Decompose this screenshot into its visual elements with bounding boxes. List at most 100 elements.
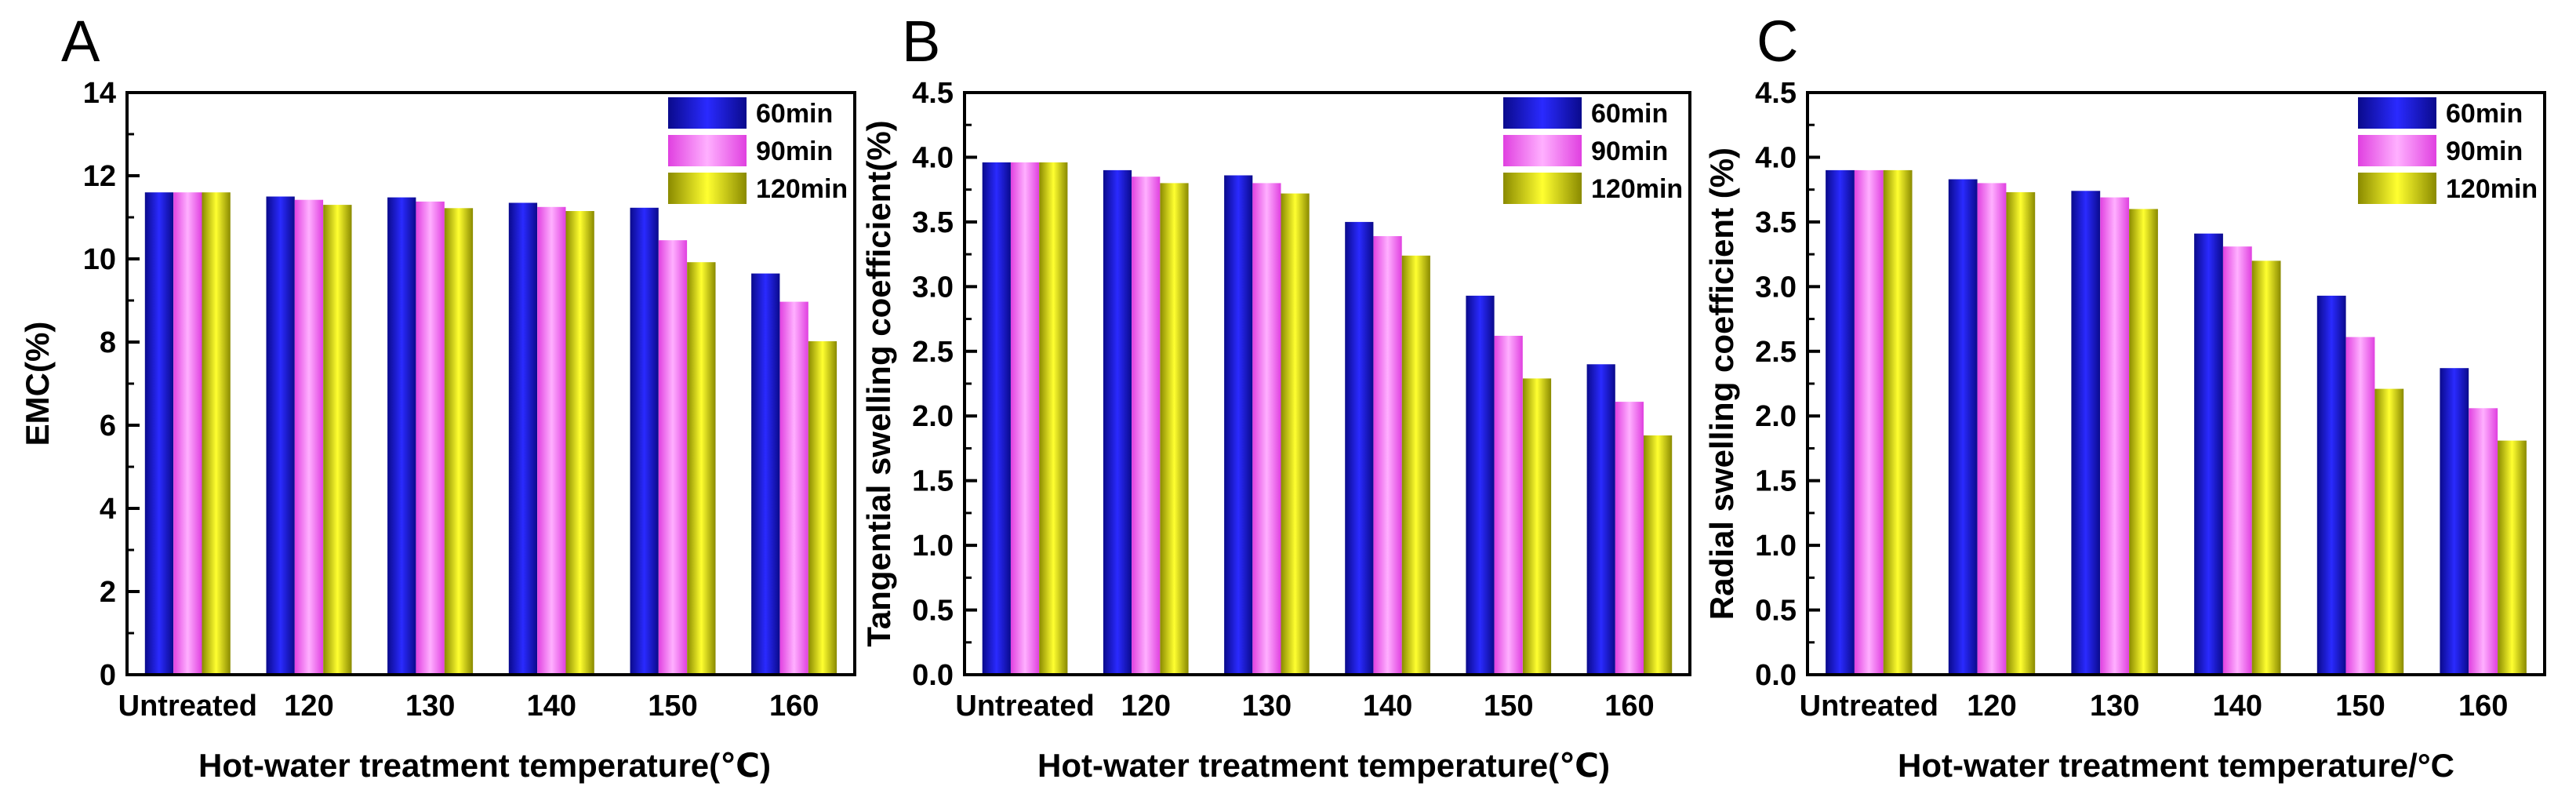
bar-120min-150 bbox=[687, 262, 716, 675]
y-tick-label: 2.0 bbox=[912, 400, 954, 433]
bar-60min-130 bbox=[387, 197, 416, 675]
legend-label-60min: 60min bbox=[1591, 99, 1668, 129]
legend-swatch-90min bbox=[1503, 135, 1582, 166]
legend-swatch-60min bbox=[2358, 97, 2436, 129]
bar-90min-untreated bbox=[1011, 162, 1040, 675]
legend-label-60min: 60min bbox=[756, 99, 833, 129]
legend-swatch-120min bbox=[2358, 173, 2436, 204]
bar-120min-130 bbox=[1281, 193, 1310, 675]
bar-120min-140 bbox=[2251, 260, 2281, 675]
y-tick-label: 8 bbox=[100, 326, 116, 359]
bar-60min-120 bbox=[1948, 179, 1978, 675]
y-tick-label: 12 bbox=[83, 160, 116, 193]
bar-60min-120 bbox=[266, 196, 295, 675]
legend-swatch-120min bbox=[668, 173, 747, 204]
bar-120min-160 bbox=[808, 340, 837, 675]
x-tick-label: 120 bbox=[1121, 690, 1171, 723]
bar-60min-140 bbox=[1345, 221, 1374, 675]
bar-90min-160 bbox=[779, 301, 808, 675]
x-axis-title: Hot-water treatment temperature(℃) bbox=[1037, 747, 1610, 784]
bar-60min-160 bbox=[2440, 368, 2469, 675]
y-tick-label: 0 bbox=[100, 659, 116, 692]
x-tick-label: Untreated bbox=[118, 690, 257, 723]
x-tick-label: 130 bbox=[1242, 690, 1292, 723]
y-tick-label: 1.5 bbox=[1755, 465, 1797, 498]
y-axis-title: Radial swelling coefficient (%) bbox=[1703, 147, 1740, 620]
y-tick-label: 3.5 bbox=[1755, 206, 1797, 239]
bar-60min-untreated bbox=[982, 162, 1011, 675]
x-tick-label: Untreated bbox=[1800, 690, 1938, 723]
bar-90min-130 bbox=[416, 201, 445, 675]
legend-label-60min: 60min bbox=[2446, 99, 2523, 129]
legend-label-120min: 120min bbox=[2446, 174, 2538, 204]
bar-90min-140 bbox=[2222, 246, 2252, 675]
y-tick-label: 2.5 bbox=[1755, 336, 1797, 369]
y-tick-label: 4.0 bbox=[912, 141, 954, 174]
bar-120min-untreated bbox=[1883, 169, 1913, 675]
bar-60min-160 bbox=[1586, 364, 1615, 675]
bar-90min-140 bbox=[1373, 236, 1402, 675]
chart-panel-c: C 0.0 0.5 1.0 1.5 2.0 2.5 3.0 3.5 4.0 4.5 Untreated… bbox=[1703, 9, 2546, 784]
legend-swatch-90min bbox=[2358, 135, 2436, 166]
legend-swatch-60min bbox=[1503, 97, 1582, 129]
x-tick-label: 160 bbox=[1604, 690, 1654, 723]
bar-60min-140 bbox=[2194, 233, 2223, 675]
bar-120min-140 bbox=[565, 211, 594, 675]
legend-swatch-90min bbox=[668, 135, 747, 166]
panel-letter: B bbox=[902, 9, 940, 74]
chart-panel-b: B 0.0 0.5 1.0 1.5 2.0 2.5 3.0 3.5 4.0 4.5 Untreated… bbox=[860, 9, 1691, 784]
y-tick-label: 6 bbox=[100, 410, 116, 442]
y-tick-label: 2.0 bbox=[1755, 400, 1797, 433]
x-tick-label: 150 bbox=[1484, 690, 1533, 723]
bar-120min-untreated bbox=[1039, 162, 1068, 675]
bar-60min-untreated bbox=[144, 192, 174, 675]
bar-120min-120 bbox=[323, 205, 352, 675]
bar-90min-120 bbox=[1132, 177, 1161, 675]
y-tick-label: 0.5 bbox=[912, 595, 954, 628]
y-axis-title: EMC(%) bbox=[19, 322, 56, 446]
bar-90min-160 bbox=[1615, 402, 1644, 675]
panel-letter: A bbox=[61, 9, 100, 74]
x-tick-label: 140 bbox=[1363, 690, 1412, 723]
y-tick-label: 0.0 bbox=[1755, 659, 1797, 692]
y-tick-label: 4.5 bbox=[1755, 77, 1797, 110]
bar-90min-150 bbox=[1494, 336, 1523, 675]
bar-90min-150 bbox=[2345, 337, 2375, 675]
x-tick-label: 160 bbox=[769, 690, 819, 723]
bar-120min-120 bbox=[2006, 192, 2036, 675]
bar-90min-160 bbox=[2469, 408, 2498, 675]
bar-60min-160 bbox=[751, 273, 780, 675]
bar-90min-120 bbox=[1977, 183, 2007, 675]
x-axis-title: Hot-water treatment temperature(℃) bbox=[198, 747, 771, 784]
x-tick-label: 130 bbox=[2090, 690, 2139, 723]
legend-label-120min: 120min bbox=[756, 174, 848, 204]
y-axis-title: Tangential swelling coefficient(%) bbox=[860, 120, 897, 646]
y-tick-label: 14 bbox=[83, 77, 116, 110]
legend-swatch-60min bbox=[668, 97, 747, 129]
bar-60min-150 bbox=[630, 207, 659, 675]
bar-120min-150 bbox=[2374, 388, 2404, 675]
y-tick-label: 3.0 bbox=[912, 271, 954, 304]
bar-120min-160 bbox=[1644, 435, 1673, 675]
bar-60min-140 bbox=[508, 202, 538, 675]
y-tick-label: 3.5 bbox=[912, 206, 954, 239]
x-tick-label: 140 bbox=[527, 690, 576, 723]
legend-swatch-120min bbox=[1503, 173, 1582, 204]
x-axis-title: Hot-water treatment temperature/°C bbox=[1898, 747, 2454, 784]
y-tick-label: 1.5 bbox=[912, 465, 954, 498]
x-tick-label: 120 bbox=[1967, 690, 2016, 723]
bar-120min-160 bbox=[2498, 440, 2527, 675]
x-tick-label: 120 bbox=[284, 690, 333, 723]
bar-60min-untreated bbox=[1826, 169, 1855, 675]
bar-90min-130 bbox=[1252, 183, 1281, 675]
y-tick-label: 3.0 bbox=[1755, 271, 1797, 304]
y-tick-label: 1.0 bbox=[1755, 530, 1797, 563]
legend-label-90min: 90min bbox=[756, 137, 833, 166]
y-tick-label: 4.0 bbox=[1755, 141, 1797, 174]
bar-90min-120 bbox=[294, 199, 324, 675]
y-tick-label: 4.5 bbox=[912, 77, 954, 110]
x-tick-label: 130 bbox=[405, 690, 455, 723]
bar-90min-untreated bbox=[1854, 169, 1884, 675]
x-tick-label: 160 bbox=[2458, 690, 2508, 723]
